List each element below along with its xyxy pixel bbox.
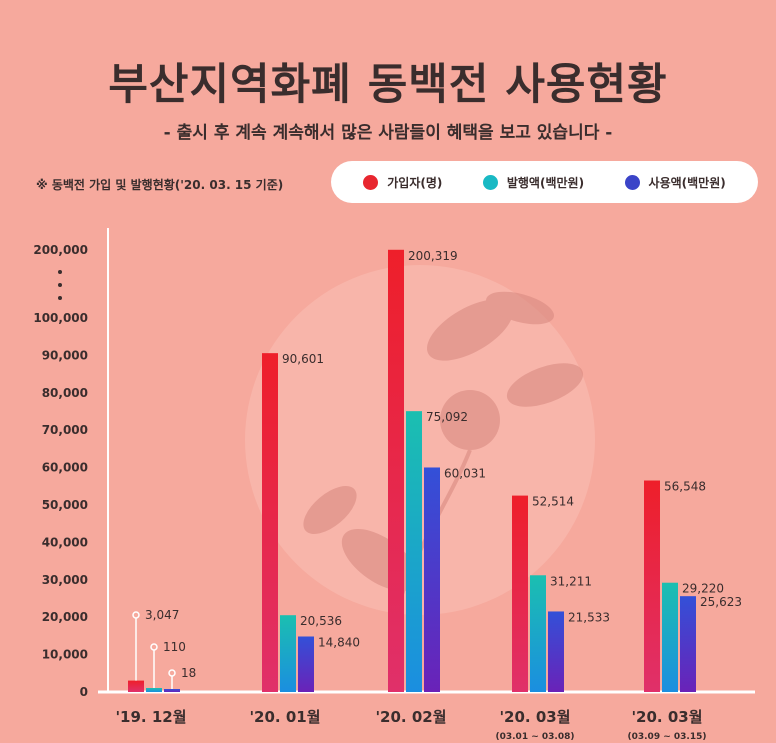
y-tick-label: 70,000	[42, 423, 88, 437]
x-tick-label: '20. 03월	[631, 708, 702, 726]
value-label: 110	[163, 640, 186, 654]
bar	[388, 249, 404, 692]
value-label: 200,319	[408, 249, 458, 263]
value-label: 90,601	[282, 352, 324, 366]
chart-legend: 가입자(명) 발행액(백만원) 사용액(백만원)	[331, 161, 758, 203]
axis-break-dot	[58, 296, 62, 300]
value-label: 18	[181, 666, 196, 680]
value-label: 25,623	[700, 595, 742, 609]
legend-item-issued: 발행액(백만원)	[482, 174, 585, 191]
x-tick-sublabel: (03.09 ~ 03.15)	[628, 732, 707, 742]
bar	[644, 480, 660, 692]
legend-item-subscribers: 가입자(명)	[363, 174, 442, 191]
page-title: 부산지역화폐 동백전 사용현황	[108, 60, 668, 110]
bar	[146, 688, 162, 692]
leader-marker	[150, 643, 158, 651]
bar	[298, 636, 314, 692]
y-tick-label: 40,000	[42, 535, 88, 549]
legend-dot-red	[363, 174, 379, 190]
y-tick-label: 50,000	[42, 498, 88, 512]
value-label: 29,220	[682, 582, 724, 596]
legend-label: 가입자(명)	[387, 175, 443, 190]
legend-dot-teal	[482, 174, 498, 190]
page-subtitle: - 출시 후 계속 계속해서 많은 사람들이 혜택을 보고 있습니다 -	[163, 123, 613, 143]
x-tick-label: '20. 01월	[249, 708, 320, 726]
bar	[424, 467, 440, 692]
y-tick-label: 20,000	[42, 610, 88, 624]
value-label: 52,514	[532, 495, 574, 509]
value-label: 56,548	[664, 480, 706, 494]
legend-dot-blue	[624, 174, 640, 190]
y-tick-label: 200,000	[33, 243, 88, 257]
leader-marker	[168, 669, 176, 677]
value-label: 20,536	[300, 614, 342, 628]
bar	[280, 615, 296, 692]
y-tick-label: 100,000	[33, 311, 88, 325]
value-label: 21,533	[568, 610, 610, 624]
bar	[548, 611, 564, 692]
value-label: 60,031	[444, 466, 486, 480]
chart-bars	[128, 249, 696, 692]
axis-break-dot	[58, 270, 62, 274]
bar	[530, 575, 546, 692]
y-tick-label: 30,000	[42, 573, 88, 587]
y-tick-label: 90,000	[42, 348, 88, 362]
y-tick-label: 60,000	[42, 461, 88, 475]
bar	[262, 353, 278, 692]
legend-label: 사용액(백만원)	[648, 175, 726, 190]
value-label: 75,092	[426, 410, 468, 424]
chart-axes: 200,000 100,000 90,000 80,000 70,000 60,000 50…	[33, 228, 755, 742]
x-tick-label: '19. 12월	[115, 708, 186, 726]
y-tick-label: 80,000	[42, 386, 88, 400]
leader-marker	[132, 611, 140, 619]
chart-value-labels: 3,047 110 18 90,601 20,536 14,840 200,319 75,09…	[145, 249, 742, 680]
bar	[128, 680, 144, 692]
x-tick-label: '20. 03월	[499, 708, 570, 726]
y-tick-label: 0	[80, 685, 88, 699]
x-tick-label: '20. 02월	[375, 708, 446, 726]
y-tick-label: 10,000	[42, 648, 88, 662]
reference-note: ※ 동백전 가입 및 발행현황('20. 03. 15 기준)	[36, 178, 284, 192]
bar	[680, 596, 696, 692]
legend-label: 발행액(백만원)	[506, 175, 585, 190]
value-label: 31,211	[550, 574, 592, 588]
legend-item-used: 사용액(백만원)	[624, 174, 726, 191]
bar	[164, 689, 180, 692]
value-label: 14,840	[318, 635, 360, 649]
axis-break-dot	[58, 283, 62, 287]
bar	[662, 582, 678, 692]
bar	[406, 411, 422, 692]
x-tick-sublabel: (03.01 ~ 03.08)	[496, 732, 575, 742]
value-label: 3,047	[145, 608, 179, 622]
bar	[512, 495, 528, 692]
